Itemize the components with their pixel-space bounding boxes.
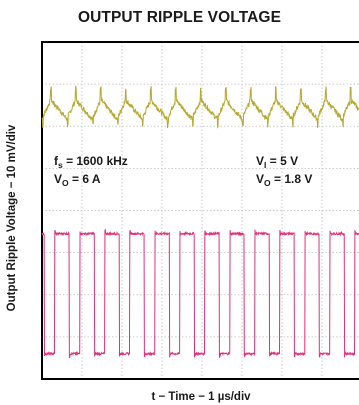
annotation-line: fs = 1600 kHz [54,154,128,170]
traces [41,85,359,359]
x-axis-label: t − Time − 1 µs/div [151,391,251,403]
ripple-trace [41,85,359,129]
switch-node-trace [41,228,359,359]
chart-title: OUTPUT RIPPLE VOLTAGE [77,9,282,26]
annotation-line: VI = 5 V [256,154,298,170]
grid [42,42,359,379]
annotation-line: VO = 1.8 V [256,172,312,188]
plot-frame [41,41,359,380]
annotations: fs = 1600 kHz VO = 6 A VI = 5 V VO = 1.8 V [54,154,312,188]
annotation-line: VO = 6 A [54,172,101,188]
y-axis-label: Output Ripple Voltage − 10 mV/div [6,124,18,312]
